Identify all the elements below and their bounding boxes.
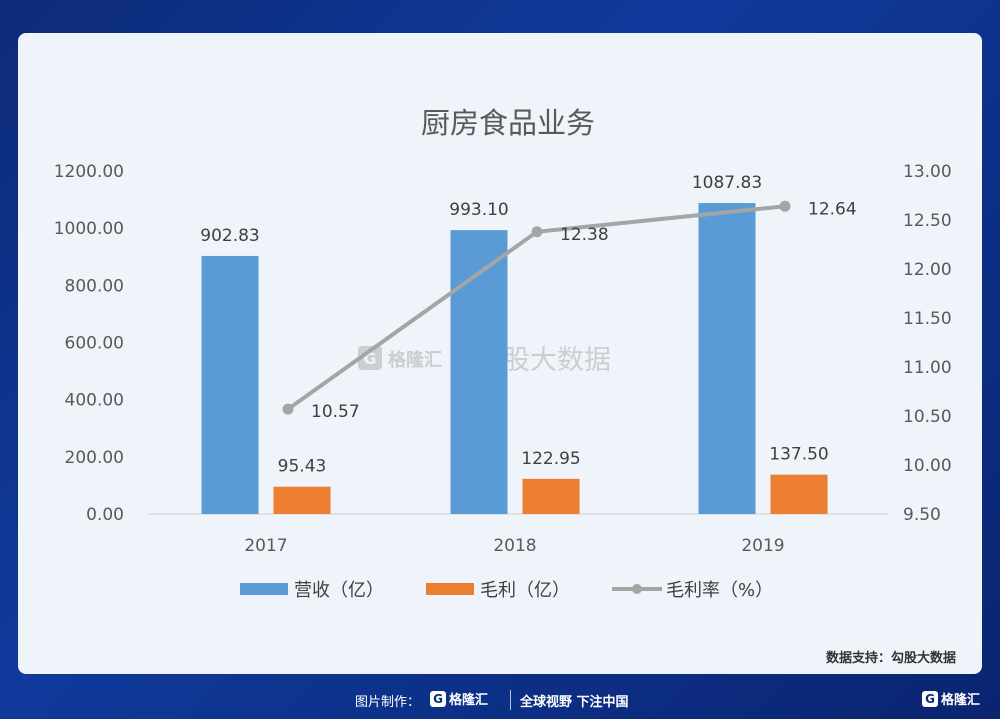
watermark-brand: 格隆汇 — [388, 349, 442, 371]
bar-gross-profit — [522, 478, 580, 514]
y-right-tick-label: 12.50 — [903, 211, 952, 231]
x-tick-label: 2019 — [741, 536, 784, 556]
line-series — [282, 200, 791, 415]
data-label-revenue: 993.10 — [449, 200, 508, 220]
x-tick-label: 2017 — [244, 536, 287, 556]
legend-swatch-margin-marker — [632, 584, 642, 594]
bar-gross-profit — [273, 486, 331, 514]
footer-bar: 图片制作： G 格隆汇 全球视野 下注中国 G 格隆汇 — [0, 680, 1000, 719]
legend: 营收（亿） 毛利（亿） 毛利率（%） — [240, 580, 773, 601]
legend-label-revenue: 营收（亿） — [294, 580, 384, 601]
data-label-margin: 10.57 — [311, 402, 360, 422]
data-labels: 902.83 993.10 1087.83 95.43 122.95 137.50 10.5… — [200, 173, 856, 477]
x-tick-label: 2018 — [493, 536, 536, 556]
y-right-tick-label: 13.00 — [903, 162, 952, 182]
chart-title: 厨房食品业务 — [421, 106, 595, 140]
footer-slogan: 全球视野 下注中国 — [520, 695, 629, 710]
y-axis-right: 9.50 10.00 10.50 11.00 11.50 12.00 12.50 13.00 — [903, 162, 952, 525]
legend-label-margin: 毛利率（%） — [666, 580, 773, 601]
footer-brand-logo: G 格隆汇 — [430, 689, 488, 708]
y-left-tick-label: 1200.00 — [54, 162, 124, 182]
data-label-revenue: 902.83 — [200, 226, 259, 246]
footer-corner-logo: G 格隆汇 — [922, 689, 980, 708]
legend-label-gross-profit: 毛利（亿） — [480, 580, 570, 601]
y-right-tick-label: 9.50 — [903, 505, 941, 525]
data-label-gross-profit: 137.50 — [769, 445, 828, 465]
y-right-tick-label: 11.50 — [903, 309, 952, 329]
footer-made-by: 图片制作： — [355, 695, 421, 710]
y-left-tick-label: 200.00 — [65, 448, 124, 468]
bar-revenue — [698, 203, 756, 514]
y-right-tick-label: 11.00 — [903, 358, 952, 378]
y-left-tick-label: 800.00 — [65, 276, 124, 296]
data-label-margin: 12.38 — [560, 225, 609, 245]
bar-gross-profit — [770, 474, 828, 514]
legend-swatch-revenue — [240, 583, 288, 595]
footer-corner-brand: 格隆汇 — [941, 693, 981, 708]
bars — [201, 203, 828, 514]
point-margin — [779, 200, 791, 212]
footer-brand: 格隆汇 — [449, 693, 489, 708]
brand-logo-icon: G — [430, 690, 446, 707]
chart-card: 厨房食品业务 G 格隆汇 勾股大数据 0.00 200.00 400.00 600.0… — [18, 33, 982, 674]
y-left-tick-label: 400.00 — [65, 391, 124, 411]
data-label-revenue: 1087.83 — [692, 173, 762, 193]
data-label-margin: 12.64 — [808, 199, 857, 219]
footer-divider — [510, 690, 511, 710]
x-axis: 2017 2018 2019 — [244, 536, 784, 556]
y-right-tick-label: 10.00 — [903, 456, 952, 476]
y-axis-left: 0.00 200.00 400.00 600.00 800.00 1000.00 1200.… — [54, 162, 124, 525]
point-margin — [282, 403, 294, 415]
bar-revenue — [450, 230, 508, 514]
y-left-tick-label: 600.00 — [65, 334, 124, 354]
data-label-gross-profit: 122.95 — [521, 449, 580, 469]
legend-swatch-gross-profit — [426, 583, 474, 595]
bar-revenue — [201, 255, 259, 514]
y-right-tick-label: 12.00 — [903, 260, 952, 280]
source-note: 数据支持：勾股大数据 — [826, 650, 956, 666]
y-left-tick-label: 0.00 — [86, 505, 124, 525]
watermark-logo-icon — [358, 346, 382, 370]
point-margin — [531, 226, 543, 238]
y-left-tick-label: 1000.00 — [54, 219, 124, 239]
data-label-gross-profit: 95.43 — [278, 457, 327, 477]
chart-svg: 厨房食品业务 G 格隆汇 勾股大数据 0.00200.00400.00600.0… — [54, 106, 956, 666]
corner-logo-icon: G — [922, 690, 938, 707]
y-right-tick-label: 10.50 — [903, 407, 952, 427]
